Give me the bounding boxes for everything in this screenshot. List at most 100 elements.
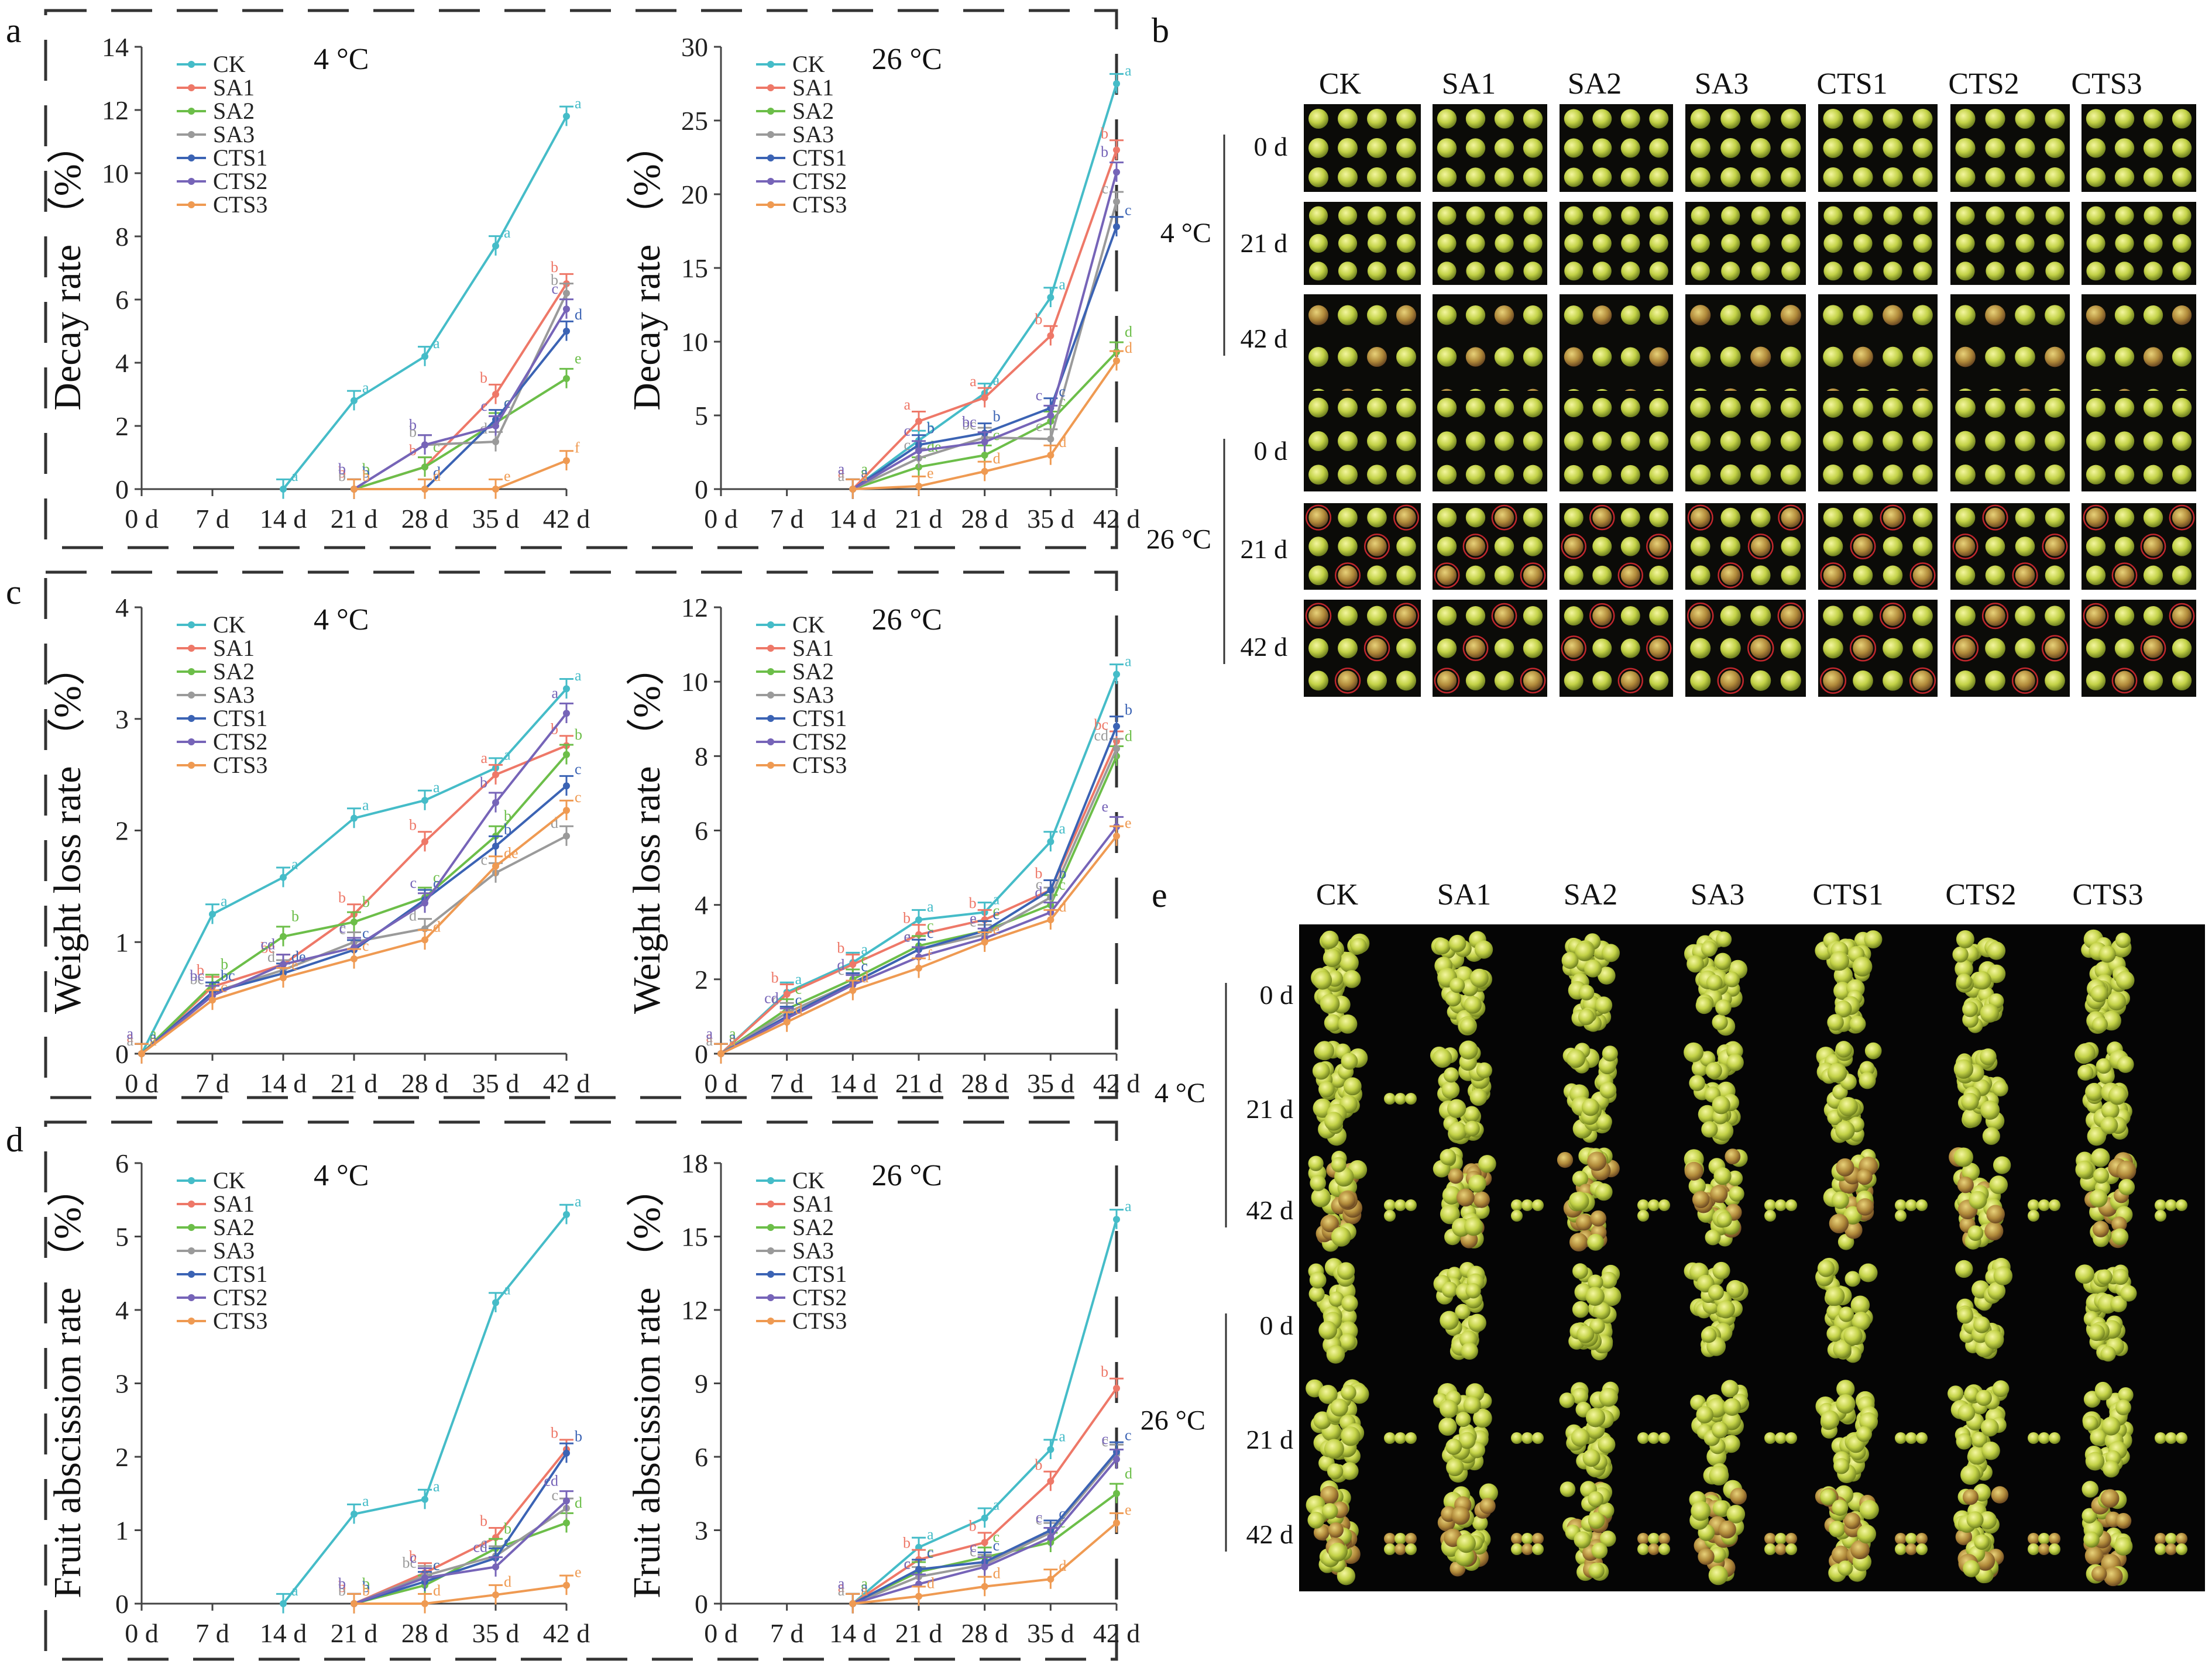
significance-label: b: [338, 467, 346, 484]
data-point: [563, 807, 570, 814]
data-point: [563, 833, 570, 840]
grape-bunch: [2074, 1041, 2134, 1146]
y-tick-label: 6: [695, 816, 708, 846]
grape-bunch: [1949, 1147, 2060, 1250]
data-point: [351, 814, 358, 822]
column-header: CTS1: [1816, 67, 1887, 101]
significance-label: a: [504, 1281, 511, 1298]
significance-label: d: [575, 306, 582, 323]
x-tick-label: 35 d: [472, 1618, 520, 1648]
y-tick-label: 18: [681, 1148, 708, 1178]
data-point: [1113, 223, 1120, 231]
significance-label: b: [771, 969, 779, 986]
significance-label: a: [993, 1497, 1000, 1514]
data-point: [421, 353, 428, 360]
significance-label: e: [575, 350, 582, 367]
data-point: [492, 842, 499, 850]
legend-entry: SA1: [792, 74, 834, 101]
column-header: CTS3: [2072, 878, 2143, 912]
grape-bunch: [1953, 1048, 2008, 1145]
significance-label: a: [504, 747, 511, 764]
data-point: [138, 1050, 145, 1057]
significance-label: d: [433, 918, 441, 935]
y-axis-title: Fruit abscission rate （%）: [626, 1168, 668, 1598]
column-header: SA3: [1695, 67, 1749, 101]
significance-label: c: [795, 991, 802, 1008]
grape-bunch: [1431, 931, 1493, 1036]
significance-label: bc: [190, 967, 204, 984]
grape-bunch: [1433, 1382, 1544, 1483]
significance-label: d: [433, 1582, 441, 1599]
x-tick-label: 14 d: [829, 504, 877, 534]
significance-label: a: [551, 685, 558, 701]
significance-label: a: [575, 667, 582, 684]
data-point: [1113, 1216, 1120, 1223]
significance-label: a: [706, 1032, 713, 1049]
legend-entry: SA2: [792, 658, 834, 685]
significance-label: c: [1101, 180, 1108, 197]
significance-label: b: [1101, 1363, 1108, 1380]
data-point: [1113, 745, 1120, 752]
significance-label: b: [1059, 865, 1066, 882]
chart-d-26C: 0 3 6 9 12 15 18 0 d 7 d 14 d 21 d 28 d 35 d 42 d Frui…: [626, 1148, 1140, 1648]
legend-entry: CK: [213, 611, 246, 638]
x-tick-label: 42 d: [543, 1618, 590, 1648]
y-tick-label: 0: [115, 1589, 129, 1619]
significance-label: a: [504, 224, 511, 241]
panel-letter-b: b: [1152, 11, 1169, 50]
significance-label: d: [993, 1565, 1001, 1582]
row-label: 42 d: [1241, 324, 1288, 353]
significance-label: a: [861, 464, 868, 481]
data-point: [981, 467, 988, 475]
y-tick-label: 2: [115, 816, 129, 846]
x-tick-label: 35 d: [1027, 504, 1074, 534]
data-point: [492, 391, 499, 398]
legend-swatch-marker: [188, 84, 195, 91]
grape-bunch: [1684, 1041, 1744, 1145]
data-point: [1113, 357, 1120, 364]
grape-bunch: [1684, 930, 1748, 1036]
data-point: [1047, 1446, 1055, 1453]
x-tick-label: 35 d: [1027, 1068, 1074, 1098]
series-ck: a a a a a: [276, 1193, 582, 1614]
data-point: [1113, 1384, 1120, 1392]
significance-label: bc: [962, 416, 977, 433]
significance-label: a: [433, 779, 440, 796]
chart-c-26C: 0 2 4 6 8 10 12 0 d 7 d 14 d 21 d 28 d 35 d 42 d Weigh…: [626, 593, 1140, 1098]
significance-label: b: [362, 893, 370, 910]
significance-label: a: [575, 95, 582, 112]
grape-bunch: [1815, 1485, 1928, 1583]
data-point: [1047, 1534, 1055, 1542]
row-label: 21 d: [1241, 534, 1288, 564]
significance-label: b: [551, 1424, 558, 1441]
column-header: CTS1: [1812, 878, 1883, 912]
significance-label: b: [969, 1517, 977, 1534]
significance-label: b: [551, 271, 558, 288]
data-point: [1113, 723, 1120, 730]
y-tick-label: 14: [102, 32, 129, 62]
data-point: [563, 375, 570, 382]
x-tick-label: 42 d: [1093, 1618, 1141, 1648]
y-tick-label: 0: [115, 474, 129, 504]
legend-entry: SA2: [213, 1214, 255, 1240]
significance-label: c: [1059, 1505, 1066, 1522]
data-point: [563, 685, 570, 693]
legend-entry: CK: [213, 51, 246, 77]
grape-bunch: [1559, 1381, 1670, 1480]
significance-label: a: [706, 1029, 713, 1045]
data-point: [492, 771, 499, 779]
fruit-photo-tile: [2082, 104, 2196, 192]
significance-label: e: [1101, 798, 1108, 815]
temperature-label: 4 °C: [1160, 218, 1211, 249]
significance-label: c: [970, 1543, 977, 1560]
significance-label: a: [150, 1032, 157, 1049]
significance-label: a: [221, 893, 228, 910]
legend-swatch-marker: [188, 668, 195, 675]
legend-swatch-marker: [188, 108, 195, 115]
